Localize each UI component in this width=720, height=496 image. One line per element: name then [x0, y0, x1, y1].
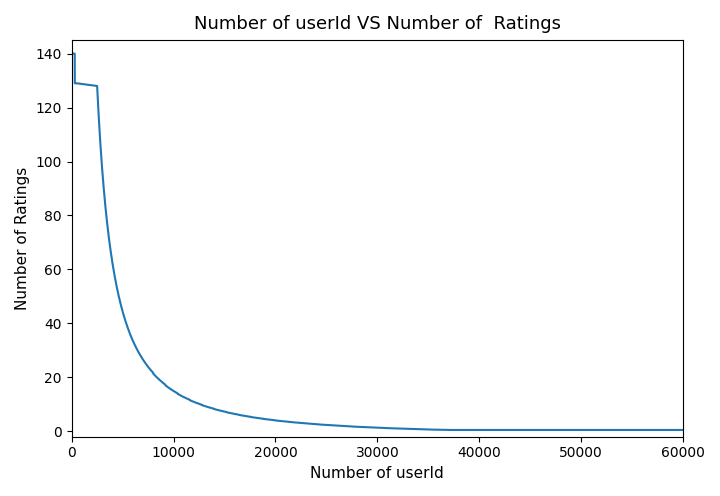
Y-axis label: Number of Ratings: Number of Ratings — [15, 167, 30, 310]
Title: Number of userId VS Number of  Ratings: Number of userId VS Number of Ratings — [194, 15, 561, 33]
X-axis label: Number of userId: Number of userId — [310, 466, 444, 481]
